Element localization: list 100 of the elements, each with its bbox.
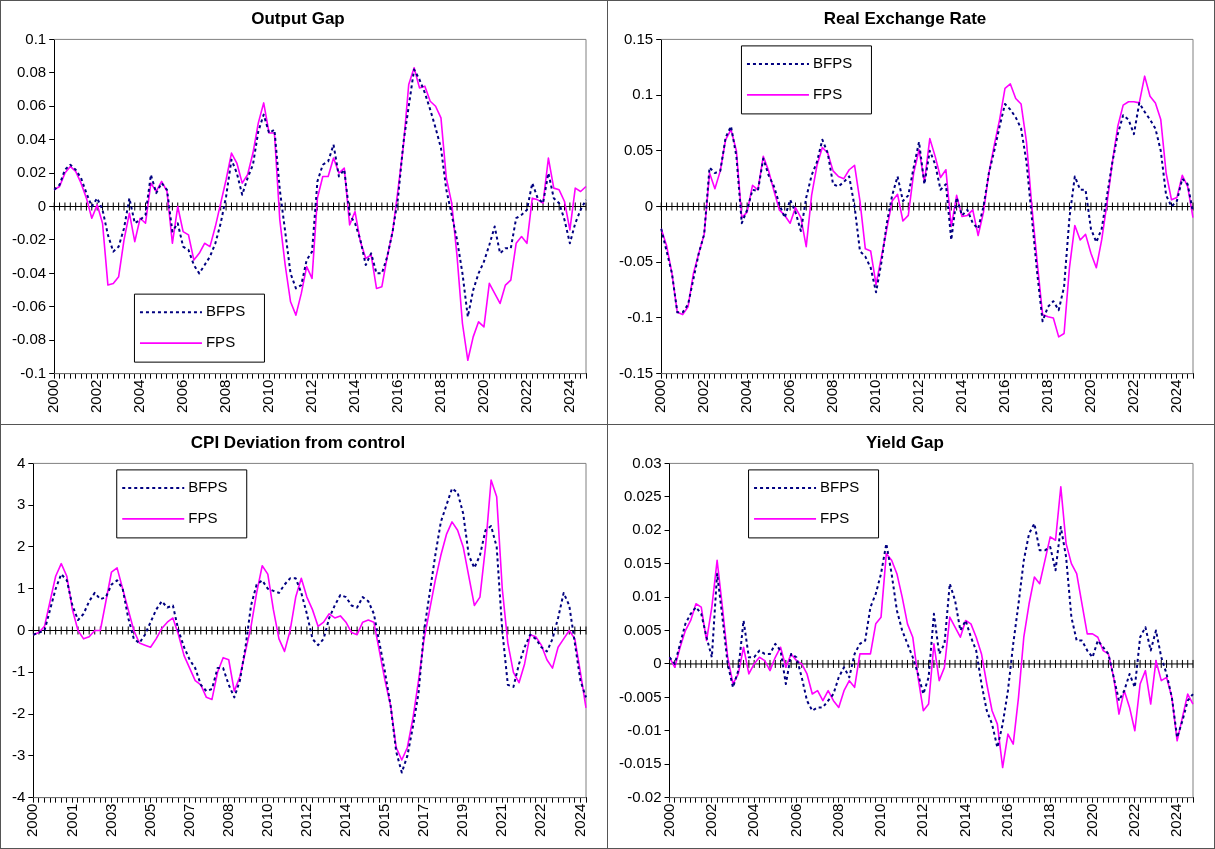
y-tick-label: 0.1 (25, 29, 47, 47)
x-tick-label: 2001 (62, 803, 80, 838)
x-tick-label: 2008 (823, 379, 841, 414)
x-tick-label: 2008 (218, 803, 236, 838)
x-tick-label: 2002 (694, 379, 712, 414)
x-tick-label: 2022 (531, 803, 549, 838)
x-tick-label: 2000 (23, 803, 41, 838)
x-tick-label: 2020 (1082, 803, 1100, 838)
chart-title: Yield Gap (866, 432, 944, 452)
y-tick-label: -0.15 (618, 363, 654, 381)
y-tick-label: 0.02 (16, 163, 47, 181)
x-tick-label: 2008 (216, 379, 234, 414)
x-tick-label: 2010 (866, 379, 884, 414)
x-tick-label: 2019 (453, 803, 471, 838)
x-tick-label: 2006 (173, 379, 191, 414)
y-tick-label: -0.005 (618, 687, 662, 705)
chart-title: CPI Deviation from control (190, 432, 406, 452)
y-tick-label: 1 (16, 578, 26, 596)
x-tick-label: 2022 (517, 379, 535, 414)
x-tick-label: 2012 (297, 803, 315, 838)
x-tick-label: 2016 (995, 379, 1013, 414)
legend-label: BFPS (812, 54, 853, 72)
y-tick-label: 0.03 (632, 453, 662, 471)
x-tick-label: 2017 (414, 803, 432, 838)
legend-label: BFPS (188, 478, 228, 496)
x-tick-label: 2004 (737, 379, 755, 414)
y-tick-label: 0 (653, 654, 662, 672)
y-tick-label: -1 (11, 662, 26, 680)
y-tick-label: -0.06 (11, 296, 47, 314)
chart-title: Output Gap (251, 8, 345, 28)
x-tick-label: 2024 (1167, 379, 1185, 414)
y-tick-label: -4 (11, 787, 26, 805)
x-tick-label: 2000 (659, 803, 677, 838)
y-tick-label: 0.04 (16, 129, 47, 147)
y-tick-label: 0.05 (623, 140, 654, 158)
x-tick-label: 2024 (560, 379, 578, 414)
y-tick-label: -0.04 (11, 263, 47, 281)
legend-label: FPS (188, 509, 218, 527)
x-tick-label: 2012 (909, 379, 927, 414)
y-tick-label: -0.1 (20, 363, 47, 381)
x-tick-label: 2010 (259, 379, 277, 414)
x-tick-label: 2021 (492, 803, 510, 838)
y-tick-label: -0.08 (11, 330, 47, 348)
y-tick-label: 0.15 (623, 29, 654, 47)
x-tick-label: 2016 (998, 803, 1016, 838)
x-tick-label: 2006 (786, 803, 804, 838)
x-tick-label: 2007 (179, 803, 197, 838)
x-tick-label: 2014 (952, 379, 970, 414)
y-tick-label: -0.01 (627, 720, 662, 738)
x-tick-label: 2000 (44, 379, 62, 414)
x-tick-label: 2012 (913, 803, 931, 838)
x-tick-label: 2022 (1124, 803, 1142, 838)
x-tick-label: 2014 (345, 379, 363, 414)
x-tick-label: 2008 (828, 803, 846, 838)
x-tick-label: 2010 (871, 803, 889, 838)
x-tick-label: 2020 (474, 379, 492, 414)
y-tick-label: 0 (644, 196, 654, 214)
x-tick-label: 2016 (388, 379, 406, 414)
y-tick-label: 0.01 (632, 587, 662, 605)
y-tick-label: 0 (37, 196, 47, 214)
y-tick-label: -0.02 (627, 787, 662, 805)
x-tick-label: 2014 (336, 803, 354, 838)
legend-label: FPS (205, 333, 236, 351)
y-tick-label: -2 (11, 704, 26, 722)
legend-label: BFPS (820, 478, 860, 496)
y-tick-label: 0.06 (16, 96, 47, 114)
x-tick-label: 2003 (101, 803, 119, 838)
y-tick-label: 2 (16, 537, 26, 555)
x-tick-label: 2022 (1124, 379, 1142, 414)
x-tick-label: 2014 (955, 803, 973, 838)
x-tick-label: 2005 (140, 803, 158, 838)
y-tick-label: 4 (16, 453, 26, 471)
y-tick-label: 0.015 (623, 553, 662, 571)
x-tick-label: 2006 (780, 379, 798, 414)
y-tick-label: 0.1 (632, 85, 654, 103)
x-tick-label: 2012 (302, 379, 320, 414)
x-tick-label: 2004 (130, 379, 148, 414)
legend-label: BFPS (205, 302, 246, 320)
y-tick-label: 0.005 (623, 620, 662, 638)
y-tick-label: 0.025 (623, 486, 662, 504)
y-tick-label: -0.015 (618, 754, 662, 772)
y-tick-label: -3 (11, 745, 26, 763)
x-tick-label: 2010 (257, 803, 275, 838)
x-tick-label: 2020 (1081, 379, 1099, 414)
y-tick-label: -0.02 (11, 230, 47, 248)
y-tick-label: 3 (16, 495, 26, 513)
x-tick-label: 2024 (570, 803, 588, 838)
x-tick-label: 2004 (744, 803, 762, 838)
y-tick-label: 0 (16, 620, 26, 638)
y-tick-label: 0.08 (16, 62, 47, 80)
y-tick-label: 0.02 (632, 520, 662, 538)
x-tick-label: 2002 (87, 379, 105, 414)
x-tick-label: 2024 (1167, 803, 1185, 838)
y-tick-label: -0.05 (618, 252, 654, 270)
legend-label: FPS (820, 509, 850, 527)
x-tick-label: 2018 (431, 379, 449, 414)
x-tick-label: 2015 (375, 803, 393, 838)
x-tick-label: 2018 (1040, 803, 1058, 838)
legend-label: FPS (812, 85, 843, 103)
x-tick-label: 2002 (701, 803, 719, 838)
